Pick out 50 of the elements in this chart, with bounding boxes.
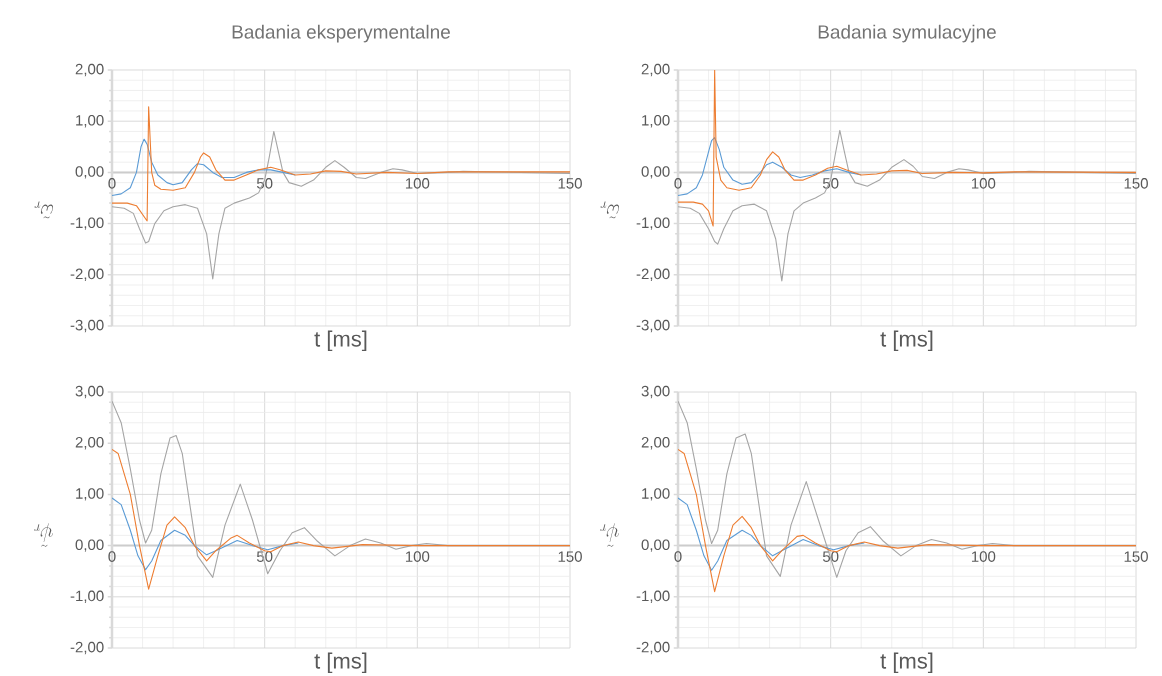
y-tick-label: 1,00 <box>642 488 670 501</box>
y-tick-label: -3,00 <box>70 319 104 332</box>
y-tick-label: 2,00 <box>75 436 104 450</box>
x-tick-label: 50 <box>822 177 839 189</box>
y-tick-label: 2,00 <box>641 436 670 450</box>
chart-title: Badania symulacyjne <box>818 24 996 43</box>
x-tick-label: 100 <box>405 551 430 562</box>
x-tick-label: 150 <box>1124 551 1148 562</box>
x-tick-label: 100 <box>971 551 996 562</box>
y-tick-label: 2,00 <box>75 63 104 76</box>
x-tick-label: 150 <box>558 551 582 562</box>
x-tick-label: 100 <box>971 177 996 189</box>
y-tick-label: -1,00 <box>636 217 670 230</box>
y-tick-label: -2,00 <box>636 268 670 281</box>
y-tick-label: -2,00 <box>70 268 104 281</box>
y-tick-label: 1,00 <box>642 114 670 128</box>
y-tick-label: 3,00 <box>75 385 104 399</box>
x-axis-title: t [ms] <box>880 652 933 673</box>
y-tick-label: 0,00 <box>75 539 104 552</box>
x-tick-label: 50 <box>256 177 273 189</box>
y-axis-title: $\tilde{\psi}_r$ <box>34 523 53 547</box>
x-tick-label: 150 <box>558 177 582 189</box>
x-tick-label: 0 <box>674 551 682 562</box>
y-tick-label: -1,00 <box>636 590 670 603</box>
y-tick-label: -1,00 <box>70 217 104 230</box>
y-tick-label: 0,00 <box>75 166 104 179</box>
x-axis-title: t [ms] <box>314 330 367 351</box>
y-tick-label: 0,00 <box>641 166 670 179</box>
y-tick-label: 2,00 <box>641 63 670 76</box>
y-tick-label: -3,00 <box>636 319 670 332</box>
y-tick-label: 3,00 <box>641 385 670 399</box>
y-tick-label: 1,00 <box>76 488 104 501</box>
x-axis-title: t [ms] <box>880 330 933 351</box>
y-tick-label: -2,00 <box>70 641 104 654</box>
x-tick-label: 50 <box>256 551 273 562</box>
x-tick-label: 0 <box>108 177 116 189</box>
x-tick-label: 150 <box>1124 177 1148 189</box>
x-tick-label: 0 <box>108 551 116 562</box>
y-tick-label: 1,00 <box>76 114 104 128</box>
y-tick-label: -1,00 <box>70 590 104 603</box>
y-tick-label: -2,00 <box>636 641 670 654</box>
x-tick-label: 100 <box>405 177 430 189</box>
x-axis-title: t [ms] <box>314 652 367 673</box>
y-axis-title: $\tilde{\omega}_r$ <box>34 201 53 219</box>
x-tick-label: 0 <box>674 177 682 189</box>
y-tick-label: 0,00 <box>641 539 670 552</box>
x-tick-label: 50 <box>822 551 839 562</box>
y-axis-title: $\tilde{\omega}_r$ <box>600 201 619 219</box>
y-axis-title: $\tilde{\psi}_r$ <box>600 523 619 547</box>
chart-title: Badania eksperymentalne <box>232 24 450 43</box>
